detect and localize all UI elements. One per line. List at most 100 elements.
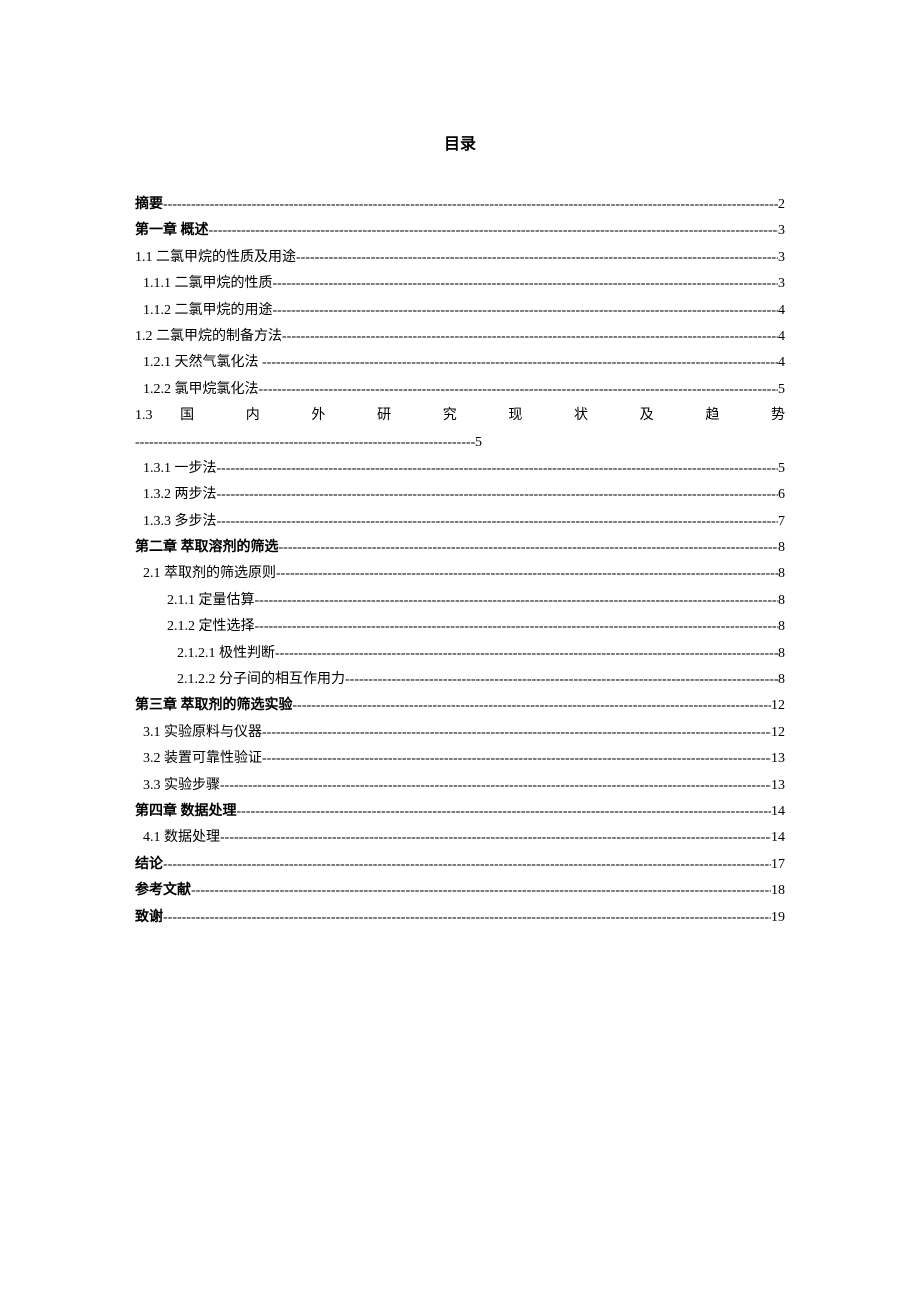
toc-entry-page: 17 <box>771 854 785 876</box>
toc-entry-page: 14 <box>771 827 785 849</box>
toc-entry-page: 13 <box>771 748 785 770</box>
toc-leader <box>275 643 778 665</box>
toc-leader <box>217 484 779 506</box>
toc-leader <box>255 590 779 612</box>
toc-title: 目录 <box>135 130 785 154</box>
toc-entry-page: 8 <box>778 563 785 585</box>
toc-container: 摘要2第一章 概述 31.1 二氯甲烷的性质及用途 31.1.1 二氯甲烷的性质… <box>135 194 785 929</box>
toc-entry: 1.3.3 多步法7 <box>135 511 785 533</box>
toc-entry: 3.3 实验步骤 13 <box>135 775 785 797</box>
toc-entry: 3.1 实验原料与仪器 12 <box>135 722 785 744</box>
toc-entry: 3.2 装置可靠性验证 13 <box>135 748 785 770</box>
toc-entry-page: 3 <box>778 220 785 242</box>
toc-entry: 第一章 概述 3 <box>135 220 785 242</box>
toc-entry: 摘要 2 <box>135 194 785 216</box>
toc-leader <box>217 458 779 480</box>
toc-entry-label: 3.2 装置可靠性验证 <box>143 748 262 770</box>
toc-entry-page: 8 <box>778 643 785 665</box>
toc-entry-label: 1.3.2 两步法 <box>143 484 217 506</box>
toc-entry-label: 3.3 实验步骤 <box>143 775 220 797</box>
toc-leader <box>262 748 771 770</box>
toc-leader <box>293 695 772 717</box>
toc-leader <box>273 300 779 322</box>
toc-leader <box>267 352 778 374</box>
toc-entry: 第四章 数据处理 14 <box>135 801 785 823</box>
toc-entry-page: 4 <box>778 352 785 374</box>
toc-leader <box>237 801 772 823</box>
toc-entry-page: 5 <box>778 379 785 401</box>
toc-entry: 4.1 数据处理 14 <box>135 827 785 849</box>
toc-entry: 1.1.1 二氯甲烷的性质 3 <box>135 273 785 295</box>
toc-entry: 2.1.2.1 极性判断 8 <box>135 643 785 665</box>
toc-leader <box>217 511 779 533</box>
toc-entry: 第二章 萃取溶剂的筛选 8 <box>135 537 785 559</box>
toc-entry-label: 结论 <box>135 854 163 876</box>
toc-entry-label: 第二章 萃取溶剂的筛选 <box>135 537 279 559</box>
toc-entry-label: 1.2 二氯甲烷的制备方法 <box>135 326 282 348</box>
toc-entry: 参考文献 18 <box>135 880 785 902</box>
toc-entry: 2.1.2.2 分子间的相互作用力 8 <box>135 669 785 691</box>
toc-entry-label: 2.1.2.2 分子间的相互作用力 <box>177 669 345 691</box>
toc-entry-label: 1.2.2 氯甲烷氯化法 <box>143 379 259 401</box>
toc-entry-page: 18 <box>771 880 785 902</box>
toc-entry-page: 2 <box>778 194 785 216</box>
toc-entry-label: 3.1 实验原料与仪器 <box>143 722 262 744</box>
toc-entry-page: 8 <box>778 669 785 691</box>
toc-entry-page: 6 <box>778 484 785 506</box>
toc-entry-label: 2.1 萃取剂的筛选原则 <box>143 563 276 585</box>
toc-entry: 1.3.1 一步法 5 <box>135 458 785 480</box>
toc-entry-page: 14 <box>771 801 785 823</box>
toc-entry: 1.2.1 天然气氯化法 - 4 <box>135 352 785 374</box>
toc-leader <box>259 379 779 401</box>
toc-entry-label: 第四章 数据处理 <box>135 801 237 823</box>
toc-entry-label: 1.1.2 二氯甲烷的用途 <box>143 300 273 322</box>
toc-entry-label: 摘要 <box>135 194 163 216</box>
toc-leader <box>220 827 771 849</box>
toc-entry-label: 1.2.1 天然气氯化法 - <box>143 352 267 374</box>
toc-leader <box>135 432 475 454</box>
toc-entry-label: 第一章 概述 <box>135 220 209 242</box>
toc-entry-page: 8 <box>778 590 785 612</box>
toc-entry-label: 致谢 <box>135 907 163 929</box>
toc-entry-label: 参考文献 <box>135 880 191 902</box>
toc-entry-page: 3 <box>778 273 785 295</box>
toc-entry: 2.1.1 定量估算 8 <box>135 590 785 612</box>
toc-entry: 1.1 二氯甲烷的性质及用途 3 <box>135 247 785 269</box>
toc-entry-page: 7 <box>778 511 785 533</box>
toc-leader <box>276 563 778 585</box>
toc-entry-page: 5 <box>778 458 785 480</box>
toc-entry-page: 13 <box>771 775 785 797</box>
toc-entry-page: 19 <box>771 907 785 929</box>
toc-leader <box>296 247 778 269</box>
toc-entry-label: 1.1 二氯甲烷的性质及用途 <box>135 247 296 269</box>
toc-entry: 致谢 19 <box>135 907 785 929</box>
toc-entry-page: 8 <box>778 616 785 638</box>
toc-entry-page: 4 <box>778 300 785 322</box>
toc-entry-label: 1.3.1 一步法 <box>143 458 217 480</box>
toc-entry: 2.1 萃取剂的筛选原则 8 <box>135 563 785 585</box>
toc-entry-label: 2.1.2.1 极性判断 <box>177 643 275 665</box>
toc-leader <box>220 775 771 797</box>
toc-leader <box>255 616 779 638</box>
toc-entry: 1.3.2 两步法 6 <box>135 484 785 506</box>
toc-entry-label: 4.1 数据处理 <box>143 827 220 849</box>
toc-entry: 结论 17 <box>135 854 785 876</box>
toc-leader <box>279 537 779 559</box>
toc-leader <box>262 722 771 744</box>
toc-entry-page: 12 <box>771 695 785 717</box>
toc-leader <box>163 854 771 876</box>
toc-leader <box>273 273 779 295</box>
toc-entry-label: 1.3 国 内 外 研 究 现 状 及 趋 势 <box>135 405 785 427</box>
toc-entry: 2.1.2 定性选择 8 <box>135 616 785 638</box>
toc-leader <box>191 880 771 902</box>
toc-entry: 1.2 二氯甲烷的制备方法 4 <box>135 326 785 348</box>
toc-entry-page: 4 <box>778 326 785 348</box>
toc-leader <box>163 907 771 929</box>
toc-entry: 1.3 国 内 外 研 究 现 状 及 趋 势 <box>135 405 785 427</box>
toc-entry-page: 12 <box>771 722 785 744</box>
toc-entry-page: 3 <box>778 247 785 269</box>
toc-entry: 1.1.2 二氯甲烷的用途 4 <box>135 300 785 322</box>
toc-leader <box>345 669 778 691</box>
toc-entry-label: 第三章 萃取剂的筛选实验 <box>135 695 293 717</box>
toc-entry-label: 1.1.1 二氯甲烷的性质 <box>143 273 273 295</box>
